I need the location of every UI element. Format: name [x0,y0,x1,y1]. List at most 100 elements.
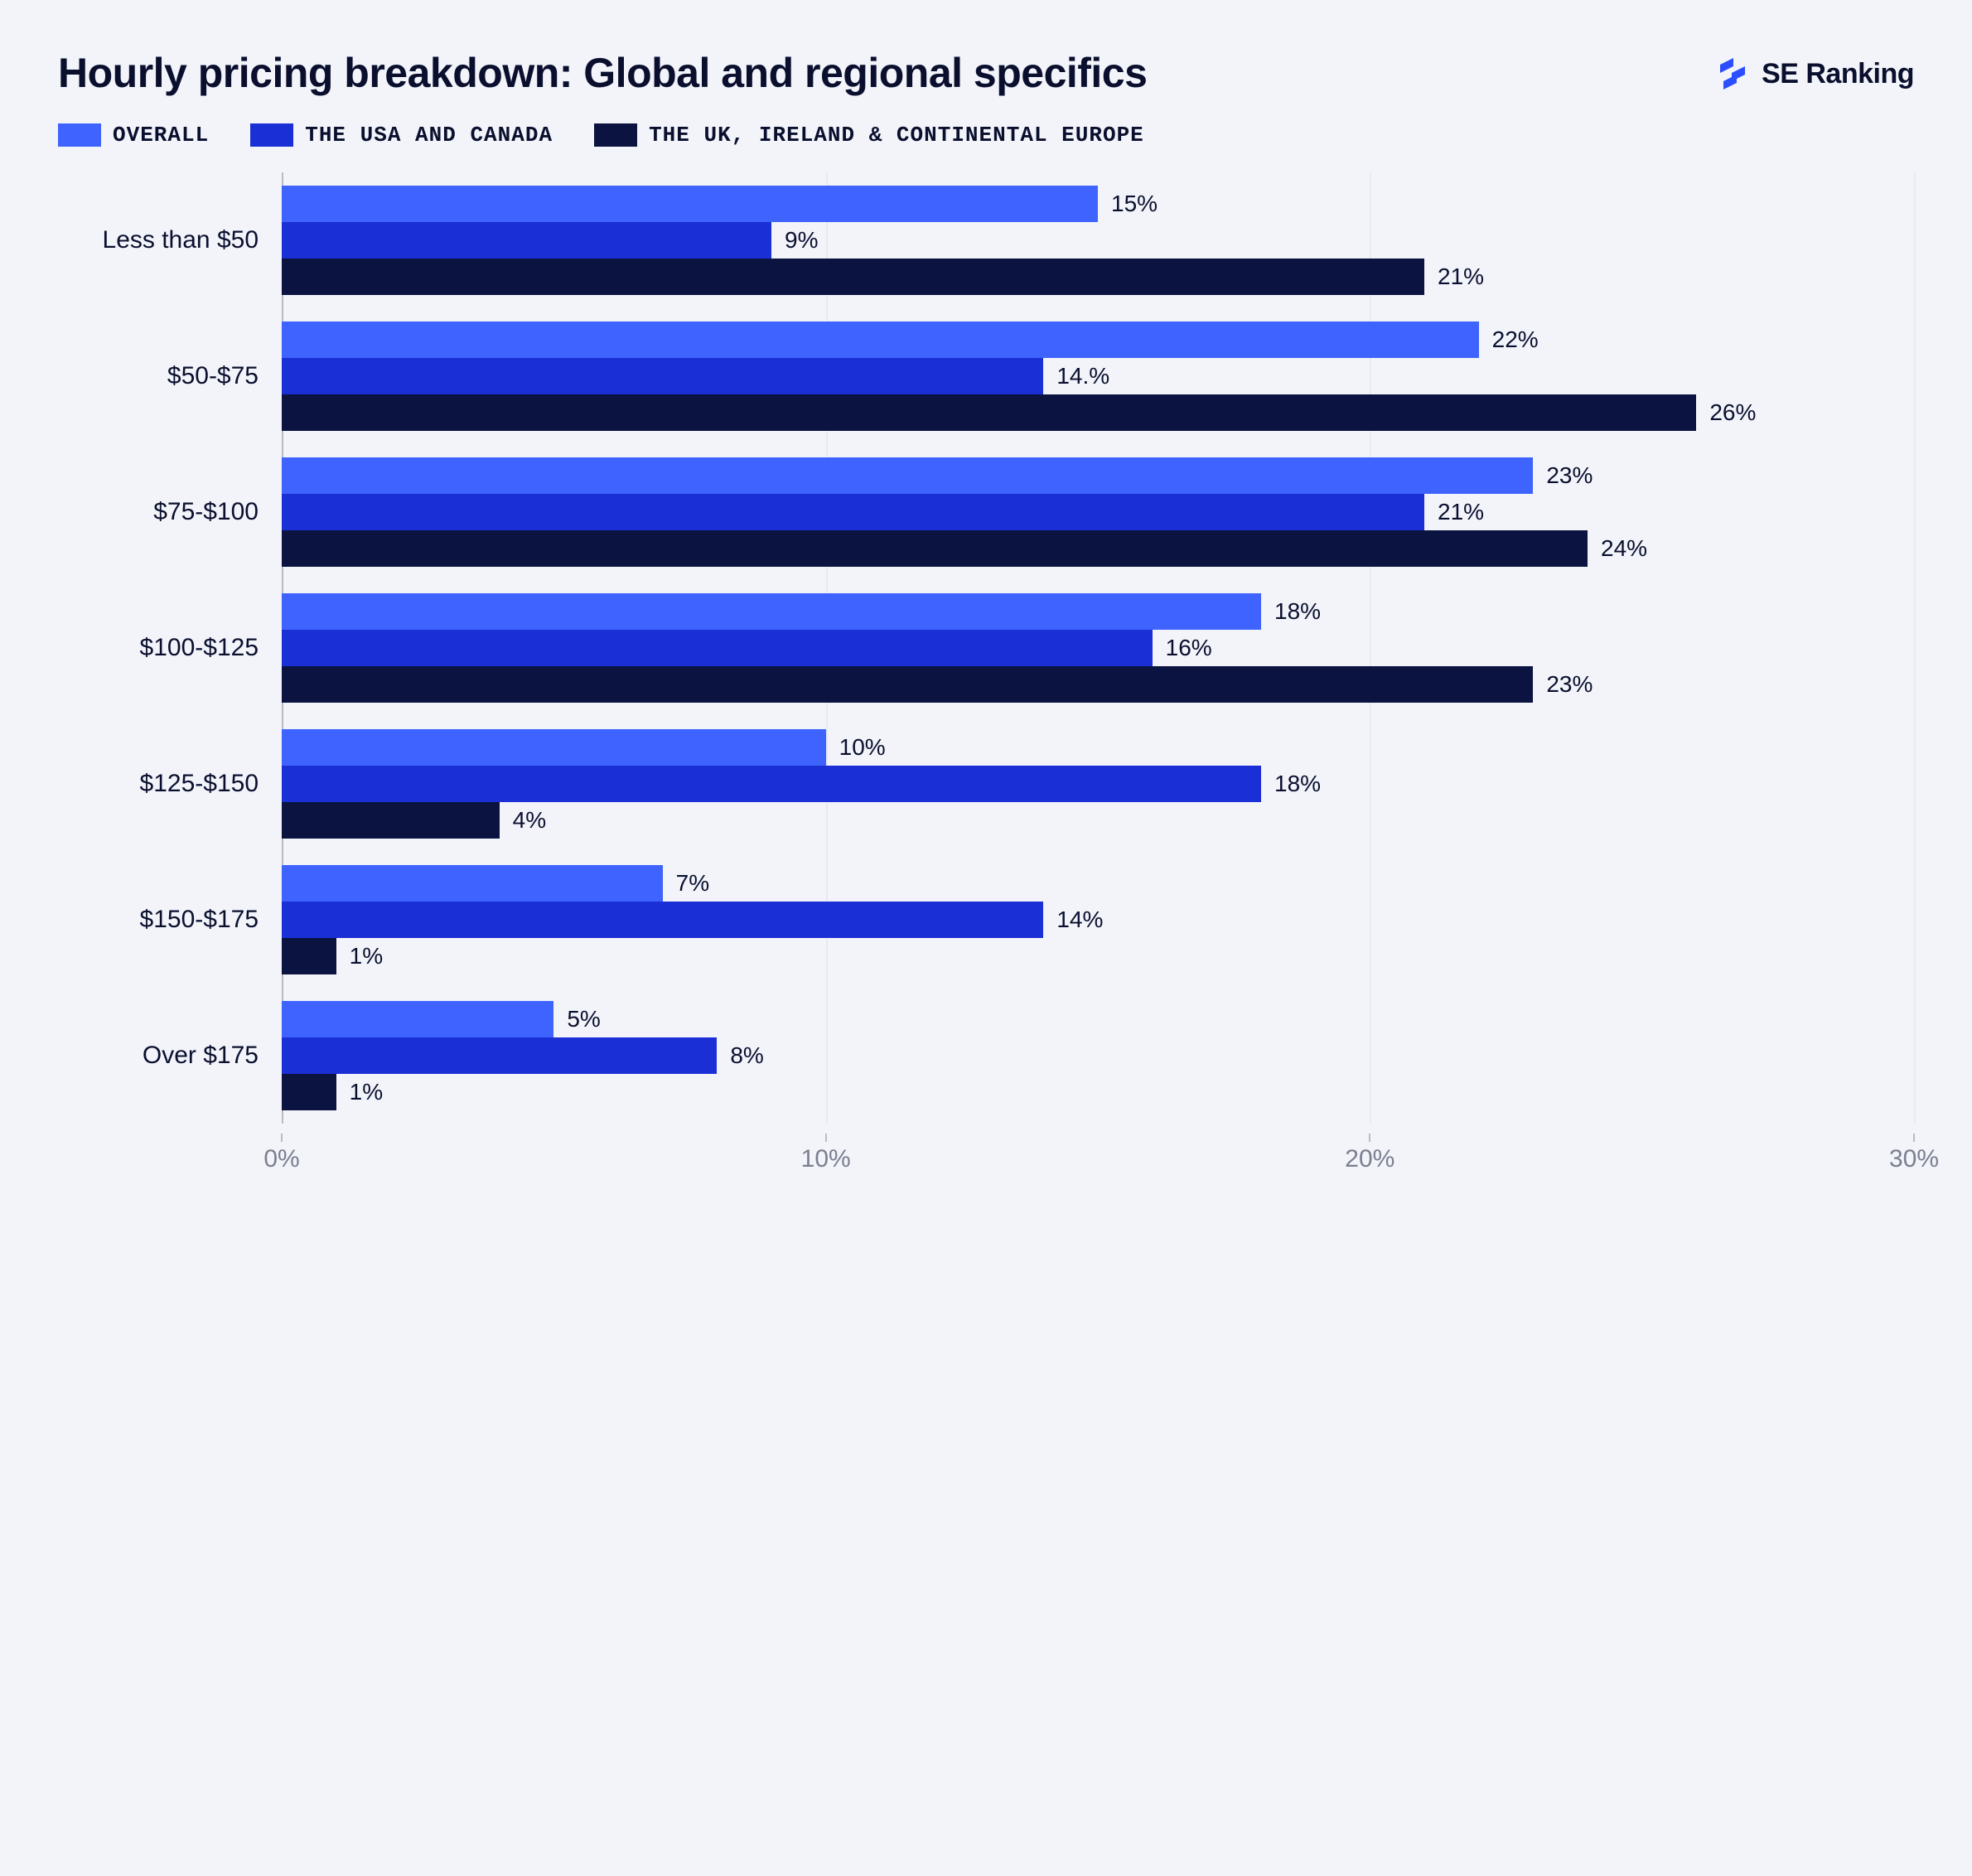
category-label: Over $175 [58,1042,282,1070]
x-tick-label: 20% [1345,1145,1394,1173]
bar [282,938,336,974]
bar-row: 15% [282,186,1914,222]
x-tick-mark [281,1134,283,1142]
bar-stack: 7% 14% 1% [282,865,1914,974]
bar [282,530,1588,567]
bar-value-label: 1% [350,1079,383,1105]
bar-row: 7% [282,865,1914,902]
legend-label: OVERALL [113,123,209,147]
bar [282,259,1424,295]
bar [282,902,1043,938]
category-label: $150-$175 [58,906,282,934]
bar-stack: 22%14.% 26% [282,322,1914,431]
bar [282,494,1424,530]
x-tick-mark [825,1134,827,1142]
bar-stack: 15% 9% 21% [282,186,1914,295]
bar-value-label: 15% [1111,191,1158,217]
bar-row: 21% [282,259,1914,295]
bar-value-label: 24% [1601,535,1647,562]
bar-value-label: 26% [1709,399,1756,426]
bar [282,593,1261,630]
bar [282,630,1153,666]
x-axis: 0%10%20%30% [58,1134,1914,1175]
x-tick-label: 30% [1889,1145,1939,1173]
category-group: $50-$7522%14.% 26% [58,308,1914,444]
bar-row: 23% [282,666,1914,703]
brand-name: SE Ranking [1762,58,1914,90]
bar-value-label: 5% [567,1006,600,1032]
category-label: $50-$75 [58,362,282,390]
bar-stack: 10% 18% 4% [282,729,1914,839]
bar [282,1037,717,1074]
bar [282,666,1533,703]
bar-value-label: 7% [676,870,709,897]
bar [282,358,1043,394]
bar-value-label: 10% [839,734,886,761]
bar-row: 14.% [282,358,1914,394]
legend-swatch [250,123,293,147]
bar-value-label: 18% [1274,598,1321,625]
legend-swatch [594,123,637,147]
bar-value-label: 23% [1546,671,1593,698]
category-group: Over $175 5% 8% 1% [58,988,1914,1124]
legend-item: THE UK, IRELAND & CONTINENTAL EUROPE [594,123,1144,147]
bar [282,1001,553,1037]
bar-row: 14% [282,902,1914,938]
category-group: Less than $50 15% 9% 21% [58,172,1914,308]
category-group: $100-$125 18% 16% 23% [58,580,1914,716]
brand-logo-icon [1713,55,1752,93]
gridline [1914,172,1916,1124]
brand: SE Ranking [1713,55,1914,93]
header-row: Hourly pricing breakdown: Global and reg… [58,50,1914,98]
category-label: $75-$100 [58,498,282,526]
bar-value-label: 8% [730,1042,763,1069]
bar-value-label: 1% [350,943,383,969]
bar-value-label: 21% [1438,264,1484,290]
bar-row: 9% [282,222,1914,259]
category-label: Less than $50 [58,226,282,254]
category-label: $100-$125 [58,634,282,662]
bar-row: 5% [282,1001,1914,1037]
category-label: $125-$150 [58,770,282,798]
category-group: $75-$100 23% 21% 24% [58,444,1914,580]
bar [282,802,500,839]
bar [282,865,663,902]
bar-row: 1% [282,1074,1914,1110]
bar-row: 1% [282,938,1914,974]
bar-row: 8% [282,1037,1914,1074]
bar-row: 21% [282,494,1914,530]
bar-value-label: 14% [1056,907,1103,933]
bar-stack: 5% 8% 1% [282,1001,1914,1110]
chart-card: Hourly pricing breakdown: Global and reg… [0,0,1972,1876]
bar-stack: 18% 16% 23% [282,593,1914,703]
legend-item: THE USA AND CANADA [250,123,553,147]
x-tick-mark [1913,1134,1915,1142]
legend-item: OVERALL [58,123,209,147]
bar-row: 22% [282,322,1914,358]
bar-value-label: 9% [785,227,818,254]
bar-row: 23% [282,457,1914,494]
bar-row: 18% [282,766,1914,802]
bar-value-label: 18% [1274,771,1321,797]
bar-row: 4% [282,802,1914,839]
x-tick-label: 0% [263,1145,299,1173]
bar [282,322,1479,358]
bar [282,729,826,766]
bar-row: 24% [282,530,1914,567]
x-tick-label: 10% [801,1145,851,1173]
bar-row: 16% [282,630,1914,666]
x-tick-mark [1369,1134,1370,1142]
bar-value-label: 21% [1438,499,1484,525]
chart-area: Less than $50 15% 9% 21% $50-$7522%14.% 26% $7… [58,172,1914,1175]
chart-title: Hourly pricing breakdown: Global and reg… [58,50,1147,98]
bar-value-label: 23% [1546,462,1593,489]
bar-stack: 23% 21% 24% [282,457,1914,567]
category-group: $150-$175 7% 14% 1% [58,852,1914,988]
legend-label: THE UK, IRELAND & CONTINENTAL EUROPE [649,123,1144,147]
bar [282,1074,336,1110]
bar [282,222,771,259]
legend: OVERALL THE USA AND CANADA THE UK, IRELAND… [58,123,1914,147]
bar-row: 10% [282,729,1914,766]
legend-label: THE USA AND CANADA [305,123,553,147]
bar [282,766,1261,802]
